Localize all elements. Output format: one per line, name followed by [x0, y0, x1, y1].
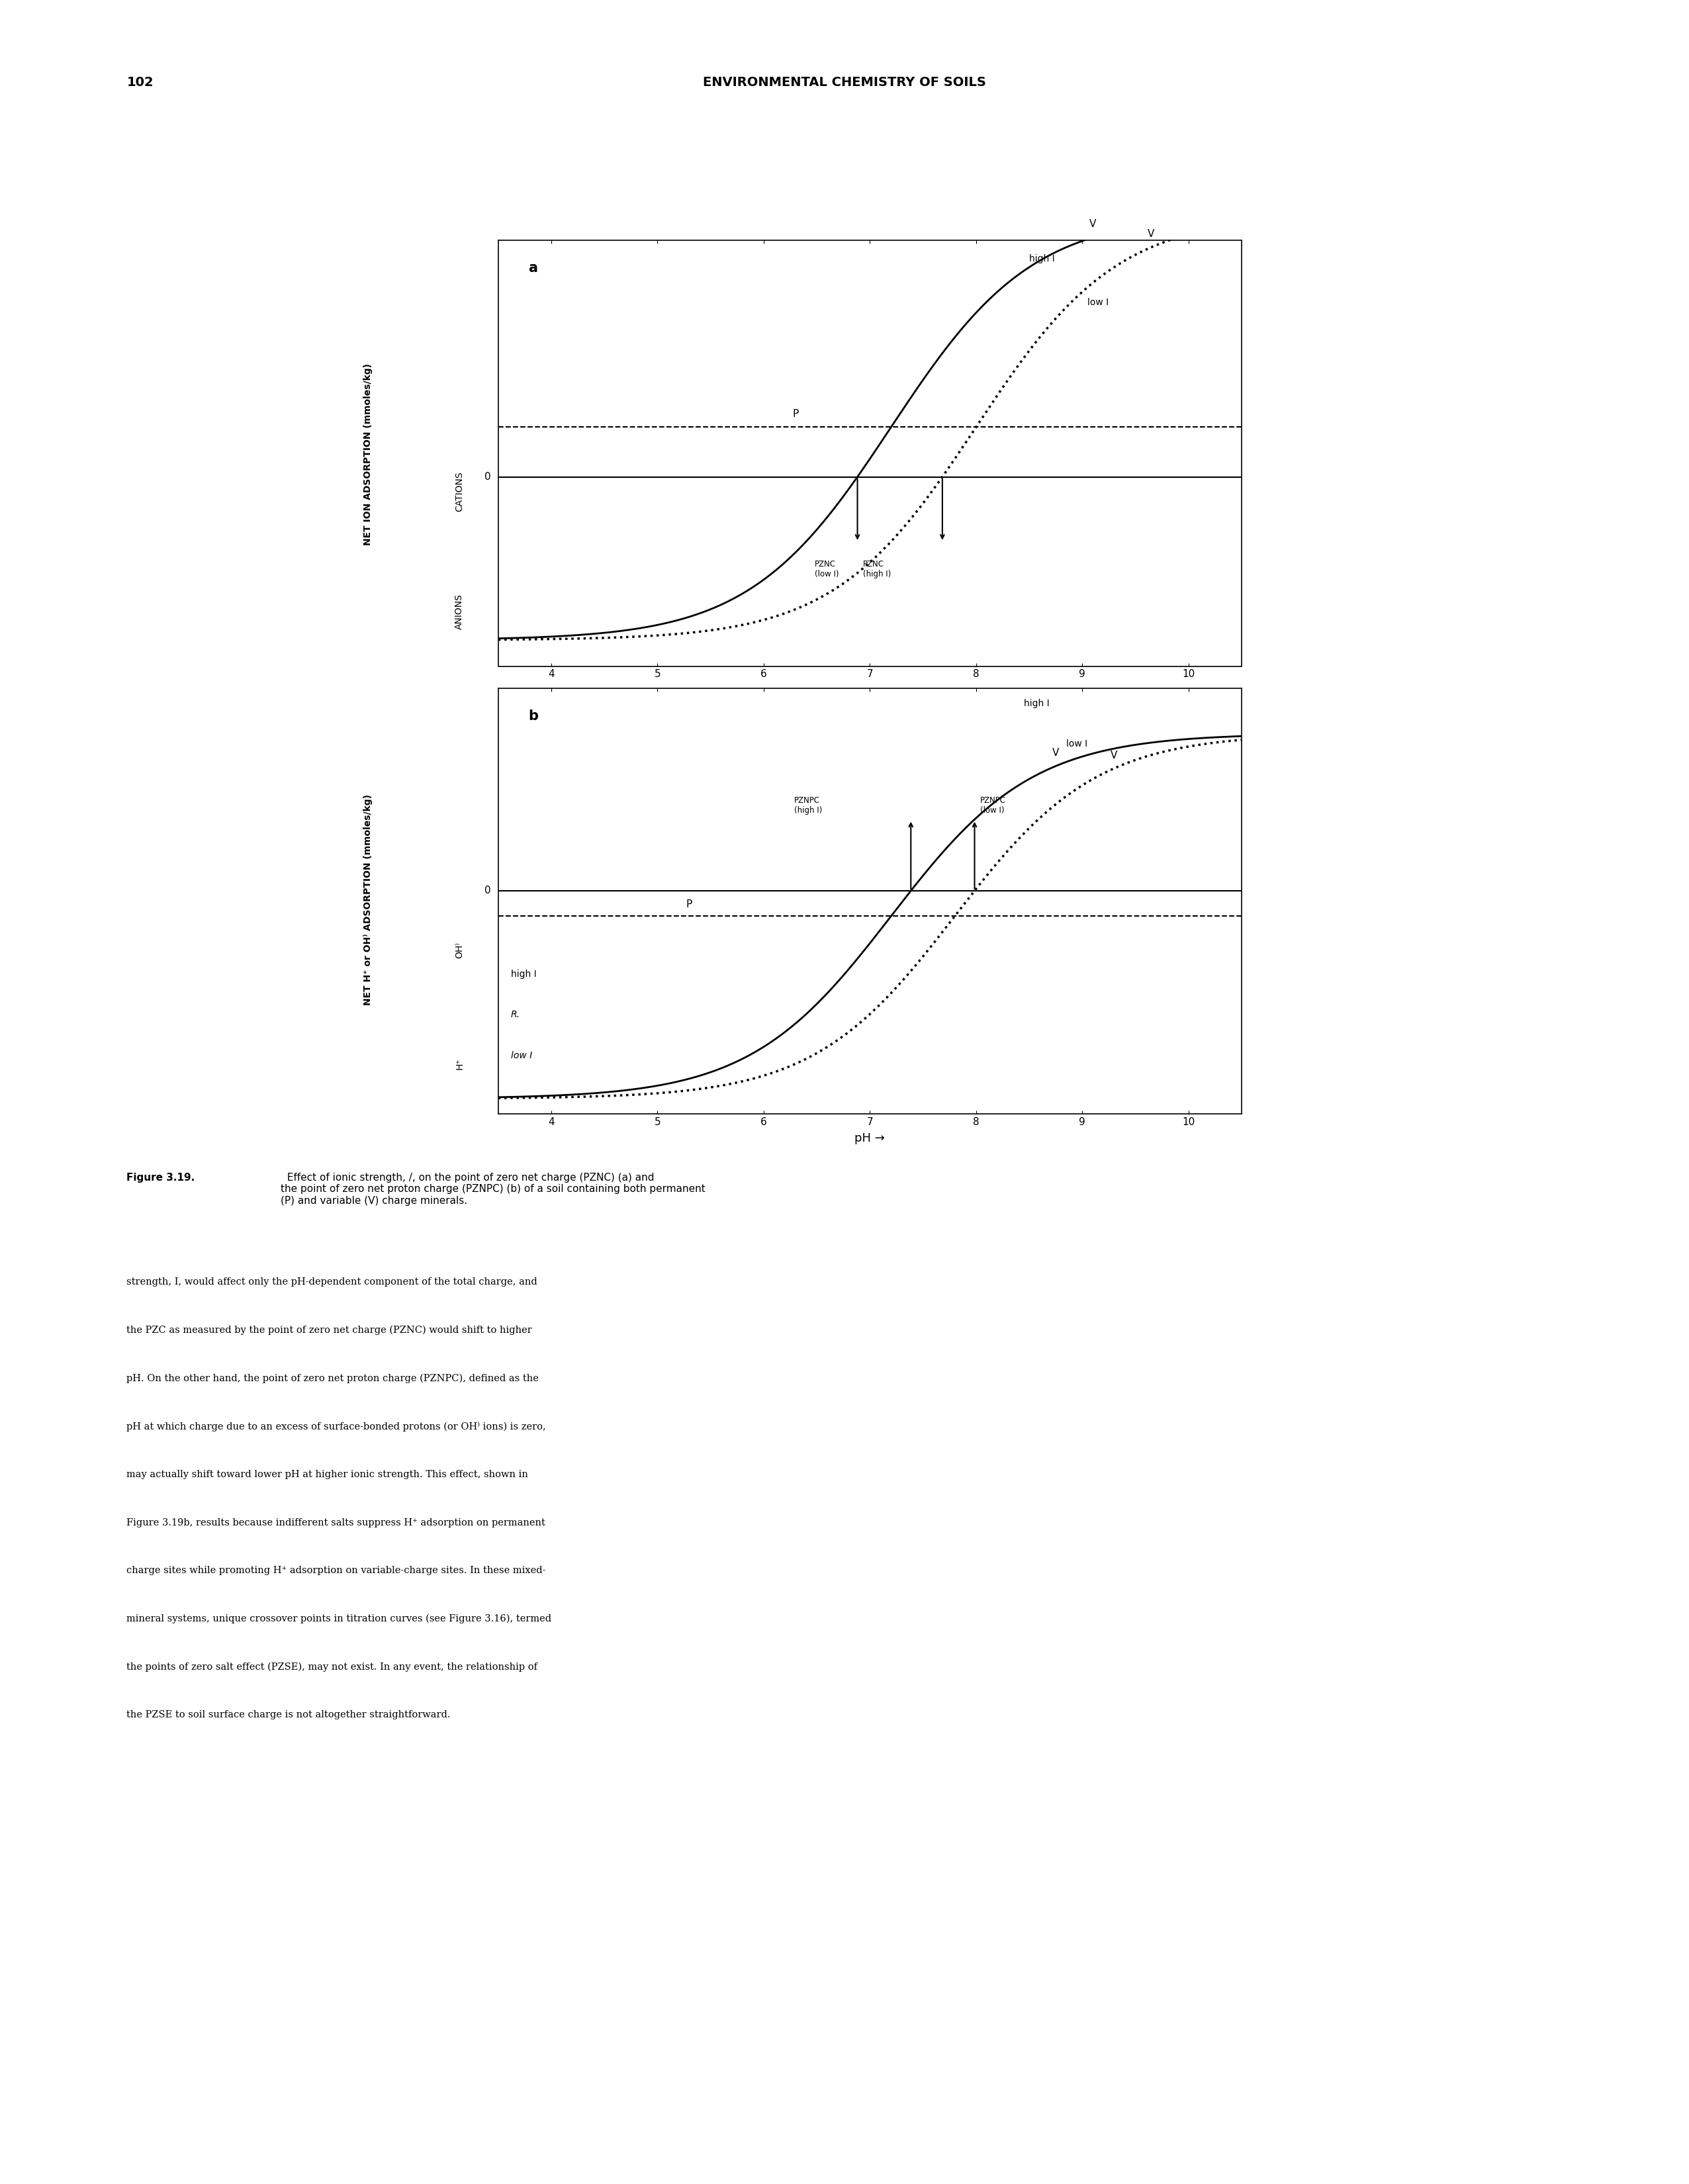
- Text: the PZSE to soil surface charge is not altogether straightforward.: the PZSE to soil surface charge is not a…: [127, 1710, 451, 1719]
- Text: high I: high I: [1024, 699, 1049, 708]
- Text: charge sites while promoting H⁺ adsorption on variable-charge sites. In these mi: charge sites while promoting H⁺ adsorpti…: [127, 1566, 546, 1575]
- Text: 0: 0: [485, 472, 491, 483]
- Text: PZNPC
(low I): PZNPC (low I): [980, 797, 1005, 815]
- Text: the PZC as measured by the point of zero net charge (PZNC) would shift to higher: the PZC as measured by the point of zero…: [127, 1326, 532, 1334]
- Text: ANIONS: ANIONS: [454, 594, 464, 629]
- Text: 0: 0: [485, 887, 491, 895]
- Text: Figure 3.19.: Figure 3.19.: [127, 1173, 194, 1184]
- Text: P: P: [792, 408, 799, 419]
- Text: low I: low I: [1066, 740, 1088, 749]
- Text: CATIONS: CATIONS: [454, 472, 464, 511]
- Text: b: b: [529, 710, 537, 723]
- Text: V: V: [1089, 218, 1096, 229]
- Text: 102: 102: [127, 76, 154, 90]
- Text: PZNPC
(high I): PZNPC (high I): [794, 797, 823, 815]
- Text: V: V: [1052, 747, 1059, 758]
- Text: high I: high I: [512, 970, 537, 978]
- Text: pH. On the other hand, the point of zero net proton charge (PZNPC), defined as t: pH. On the other hand, the point of zero…: [127, 1374, 539, 1382]
- Text: NET ION ADSORPTION (mmoles/kg): NET ION ADSORPTION (mmoles/kg): [363, 363, 373, 546]
- Text: low I: low I: [512, 1051, 532, 1059]
- Text: R.: R.: [512, 1011, 520, 1020]
- Text: the points of zero salt effect (PZSE), may not exist. In any event, the relation: the points of zero salt effect (PZSE), m…: [127, 1662, 537, 1671]
- X-axis label: pH →: pH →: [855, 1133, 885, 1144]
- Text: V: V: [1149, 229, 1155, 238]
- Text: Figure 3.19b, results because indifferent salts suppress H⁺ adsorption on perman: Figure 3.19b, results because indifferen…: [127, 1518, 546, 1527]
- Text: high I: high I: [1029, 253, 1054, 264]
- Text: V: V: [1111, 751, 1118, 760]
- Text: may actually shift toward lower pH at higher ionic strength. This effect, shown : may actually shift toward lower pH at hi…: [127, 1470, 529, 1479]
- Text: NET H⁺ or OH⁾ ADSORPTION (mmoles/kg): NET H⁺ or OH⁾ ADSORPTION (mmoles/kg): [363, 795, 373, 1005]
- Text: pH at which charge due to an excess of surface-bonded protons (or OH⁾ ions) is z: pH at which charge due to an excess of s…: [127, 1422, 546, 1433]
- Text: PZNC
(low I): PZNC (low I): [816, 559, 839, 579]
- Text: H⁺: H⁺: [454, 1057, 464, 1070]
- Text: PZNC
(high I): PZNC (high I): [863, 559, 890, 579]
- Text: OH⁾: OH⁾: [454, 941, 464, 959]
- Text: mineral systems, unique crossover points in titration curves (see Figure 3.16), : mineral systems, unique crossover points…: [127, 1614, 552, 1623]
- Text: P: P: [686, 900, 692, 909]
- Text: a: a: [529, 262, 537, 275]
- Text: low I: low I: [1088, 297, 1108, 308]
- Text: strength, I, would affect only the pH-dependent component of the total charge, a: strength, I, would affect only the pH-de…: [127, 1278, 537, 1286]
- Text: Effect of ionic strength, /, on the point of zero net charge (PZNC) (a) and
the : Effect of ionic strength, /, on the poin…: [280, 1173, 704, 1206]
- Text: ENVIRONMENTAL CHEMISTRY OF SOILS: ENVIRONMENTAL CHEMISTRY OF SOILS: [703, 76, 986, 90]
